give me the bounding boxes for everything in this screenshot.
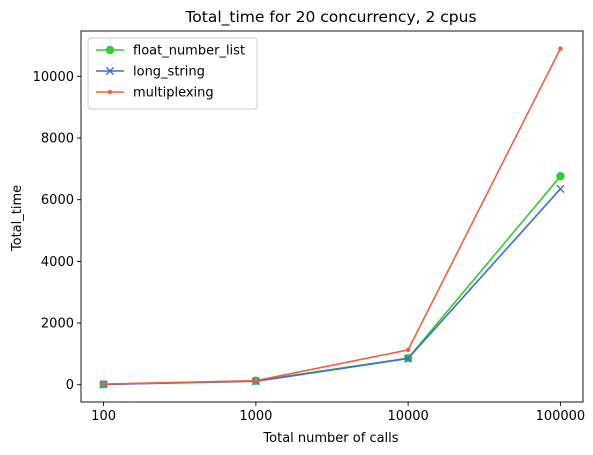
data-point-float_number_list [556,172,565,181]
y-tick-label: 4000 [41,255,74,270]
plot-area: 100 1000 10000 100000 0 2000 4000 6000 8000 10000 [33,30,586,424]
data-point-multiplexing [405,347,411,353]
data-point-multiplexing [253,378,259,383]
x-tick-label: 10000 [387,409,428,424]
legend-label-multiplexing: multiplexing [133,86,214,101]
legend-label-float_number_list: float_number_list [133,44,245,59]
legend-marker-float_number_list [105,45,115,55]
data-point-long_string [404,354,413,363]
series-line-multiplexing [103,48,562,385]
plot-frame [80,30,584,403]
legend-marker-multiplexing [107,89,113,95]
series-line-long_string [103,188,561,386]
legend-label-long_string: long_string [133,65,205,80]
legend-marker-long_string-stroke [105,66,115,76]
y-tick-label: 0 [66,378,74,393]
x-tick-label: 1000 [239,409,272,424]
y-tick-label: 10000 [33,70,74,85]
y-tick-label: 8000 [41,132,74,147]
y-tick-label: 6000 [41,193,74,208]
legend: float_number_list long_string multiplexing [87,37,258,110]
legend-marker-long_string [105,66,115,76]
data-point-long_string [556,184,565,193]
y-tick-label: 2000 [41,317,74,332]
x-tick-label: 100 [91,409,116,424]
series-line-float_number_list [103,175,562,386]
data-point-long_string-stroke [404,354,413,363]
chart-title: Total_time for 20 concurrency, 2 cpus [184,8,476,27]
legend-box [87,37,258,110]
data-point-long_string-stroke [556,184,565,193]
y-axis-label: Total_time [10,185,25,252]
data-point-multiplexing [558,46,563,51]
x-axis-label: Total number of calls [262,431,398,446]
x-tick-label: 100000 [536,409,586,424]
data-point-multiplexing [101,381,106,387]
